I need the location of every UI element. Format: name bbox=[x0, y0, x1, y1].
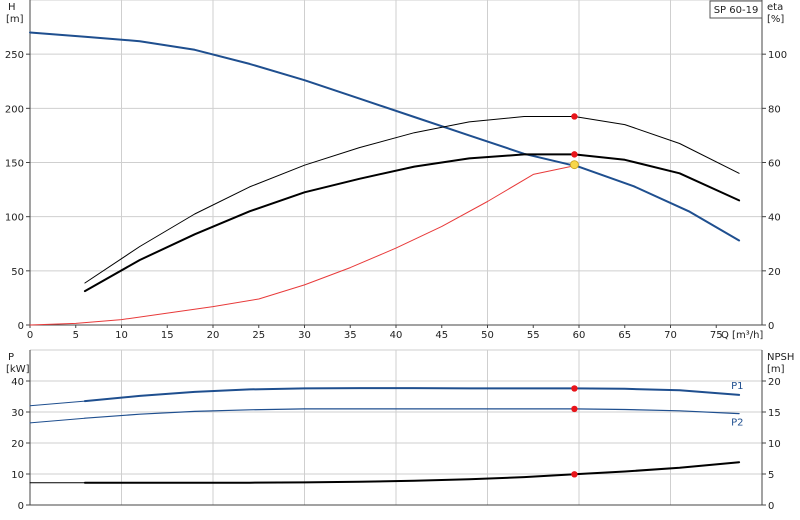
top-ytick-label-right: 100 bbox=[768, 50, 787, 61]
top-xtick-label: 50 bbox=[481, 330, 494, 341]
top-xtick-label: 70 bbox=[664, 330, 677, 341]
top-xtick-label: 75 bbox=[710, 330, 723, 341]
bottom-ytick-label-right: 5 bbox=[768, 470, 774, 481]
top-ytick-label-right: 60 bbox=[768, 159, 781, 170]
bottom-duty-point-1 bbox=[571, 405, 578, 413]
top-xtick-label: 60 bbox=[573, 330, 586, 341]
bottom-ytick-label-left: 0 bbox=[18, 501, 24, 512]
top-x-axis-title: Q [m³/h] bbox=[721, 330, 763, 341]
top-ytick-label-left: 250 bbox=[5, 50, 24, 61]
top-duty-point-0 bbox=[570, 160, 579, 170]
top-xtick-label: 65 bbox=[618, 330, 631, 341]
bottom-right-axis-unit: [m] bbox=[767, 364, 785, 375]
bottom-left-axis-title: P bbox=[8, 352, 14, 363]
top-xtick-label: 5 bbox=[73, 330, 79, 341]
bottom-ytick-label-right: 10 bbox=[768, 439, 781, 450]
top-left-axis-unit: [m] bbox=[6, 14, 24, 25]
bottom-ytick-label-right: 15 bbox=[768, 408, 781, 419]
bottom-ytick-label-left: 10 bbox=[11, 470, 24, 481]
top-ytick-label-right: 0 bbox=[768, 321, 774, 332]
top-ytick-label-left: 200 bbox=[5, 104, 24, 115]
top-xtick-label: 0 bbox=[27, 330, 33, 341]
bottom-ytick-label-left: 30 bbox=[11, 408, 24, 419]
top-ytick-label-right: 40 bbox=[768, 213, 781, 224]
bottom-series-p2_ext bbox=[29, 417, 86, 424]
model-box-frame bbox=[709, 0, 763, 19]
bottom-series-label-p1: P1 bbox=[731, 381, 743, 392]
top-ytick-label-left: 100 bbox=[5, 213, 24, 224]
top-xtick-label: 40 bbox=[390, 330, 403, 341]
top-xtick-label: 30 bbox=[298, 330, 311, 341]
top-xtick-label: 20 bbox=[207, 330, 220, 341]
top-ytick-label-right: 80 bbox=[768, 104, 781, 115]
bottom-right-axis-title: NPSH bbox=[767, 352, 794, 363]
bottom-series-npsh bbox=[83, 461, 741, 484]
series-lines bbox=[29, 31, 741, 484]
model-box: SP 60-19 bbox=[709, 0, 763, 19]
bottom-ytick-label-left: 20 bbox=[11, 439, 24, 450]
top-series-eta_thin bbox=[84, 116, 740, 284]
top-series-head bbox=[29, 31, 741, 242]
duty-points bbox=[570, 113, 579, 478]
top-series-system bbox=[29, 165, 575, 326]
top-series-eta_thick bbox=[83, 153, 741, 293]
bottom-ytick-label-left: 40 bbox=[11, 377, 24, 388]
top-ytick-label-right: 20 bbox=[768, 267, 781, 278]
top-duty-point-1 bbox=[571, 113, 578, 120]
top-xtick-label: 55 bbox=[527, 330, 540, 341]
top-xtick-label: 35 bbox=[344, 330, 357, 341]
bottom-duty-point-0 bbox=[571, 385, 578, 392]
top-left-axis-title: H bbox=[8, 2, 16, 13]
bottom-series-p2 bbox=[84, 408, 740, 419]
bottom-ytick-label-right: 20 bbox=[768, 377, 781, 388]
plot-frames bbox=[26, 0, 766, 506]
top-xtick-label: 45 bbox=[435, 330, 448, 341]
top-right-axis-unit: [%] bbox=[767, 14, 784, 25]
top-ytick-label-left: 150 bbox=[5, 159, 24, 170]
top-xtick-label: 10 bbox=[115, 330, 128, 341]
bottom-duty-point-2 bbox=[571, 471, 578, 478]
bottom-series-p1_ext bbox=[29, 400, 86, 407]
bottom-ytick-label-right: 0 bbox=[768, 501, 774, 512]
top-xtick-label: 15 bbox=[161, 330, 174, 341]
top-ytick-label-left: 0 bbox=[18, 321, 24, 332]
bottom-series-p1 bbox=[83, 387, 741, 403]
bottom-left-axis-unit: [kW] bbox=[6, 364, 30, 375]
model-label: SP 60-19 bbox=[714, 5, 759, 16]
grid-lines bbox=[30, 0, 762, 505]
bottom-series-label-p2: P2 bbox=[731, 418, 743, 429]
top-duty-point-2 bbox=[571, 151, 578, 158]
top-right-axis-title: eta bbox=[767, 2, 783, 13]
top-xtick-label: 25 bbox=[252, 330, 265, 341]
top-ytick-label-left: 50 bbox=[11, 267, 24, 278]
